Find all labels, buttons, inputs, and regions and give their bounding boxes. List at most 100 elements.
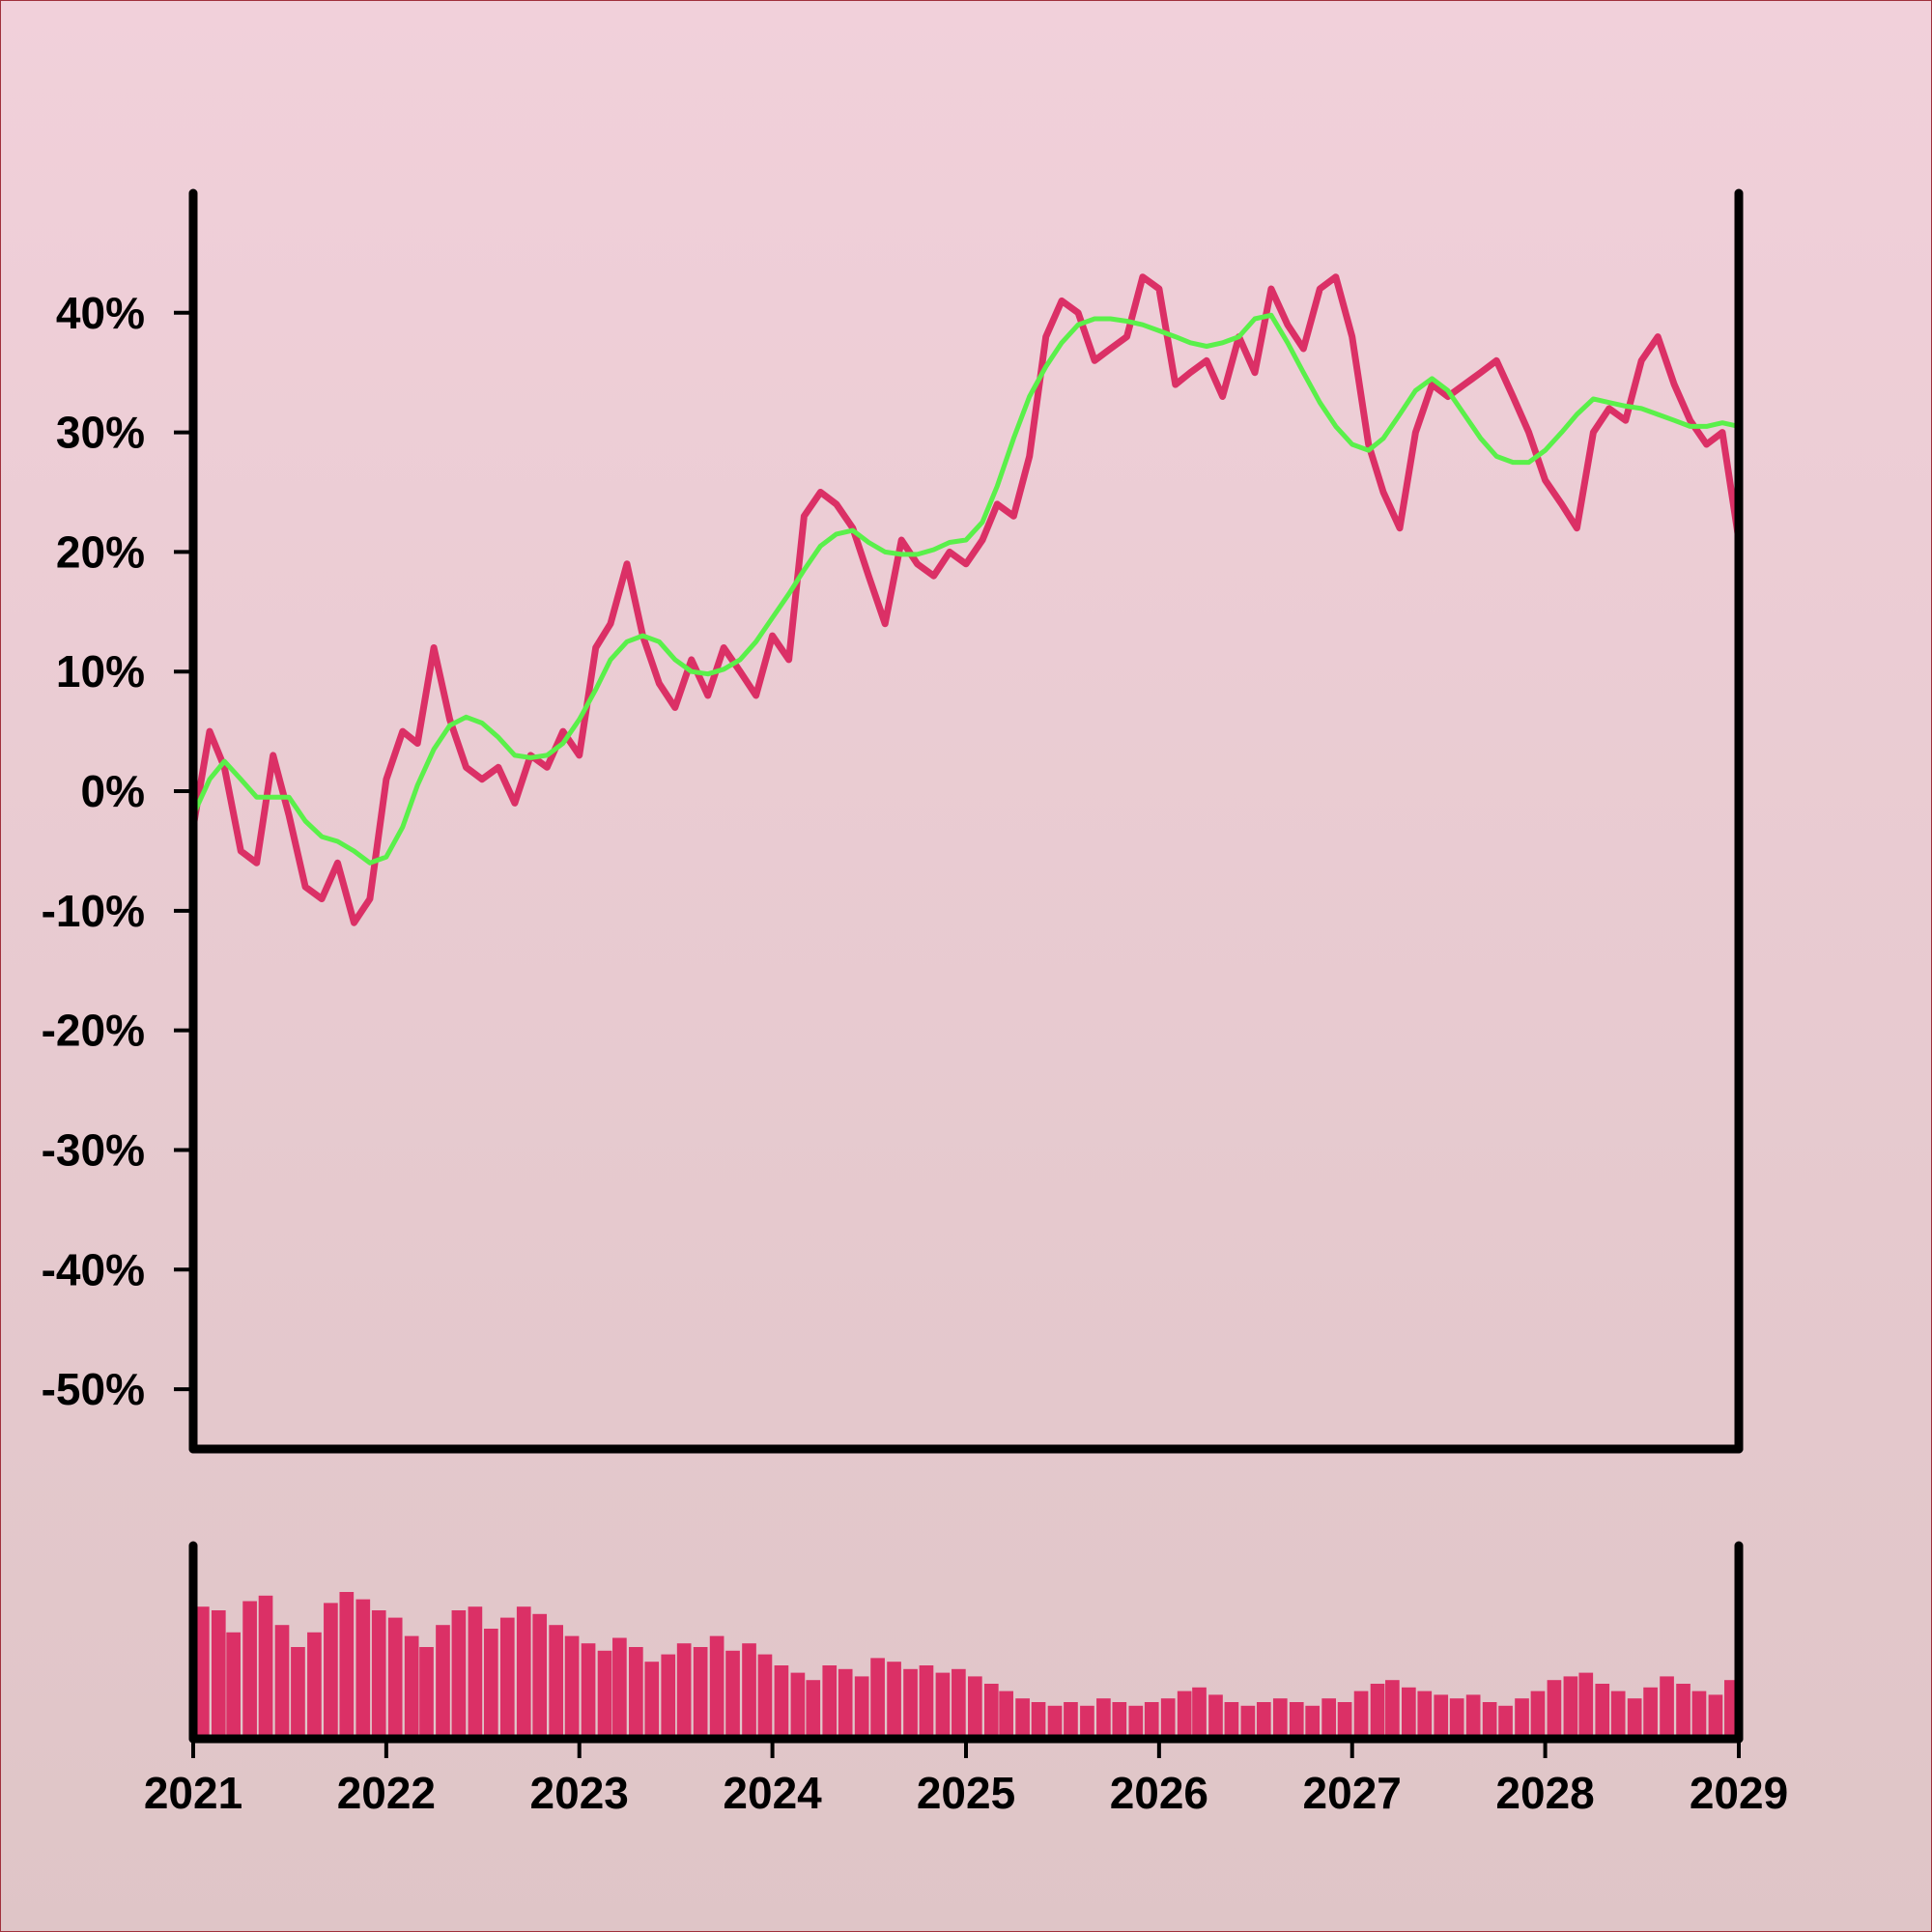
- y-tick-label: 20%: [56, 526, 145, 577]
- volume-bar: [1160, 1698, 1176, 1739]
- x-tick-label: 2027: [1303, 1768, 1402, 1818]
- volume-panel: 2021 2022 2023 2024 2025 2026 2027 2028 2029: [144, 1541, 1788, 1818]
- volume-bar: [483, 1629, 498, 1739]
- volume-bar: [1305, 1705, 1321, 1739]
- volume-bar: [1417, 1690, 1433, 1739]
- volume-bar: [451, 1610, 467, 1739]
- y-tick-label: -30%: [42, 1124, 145, 1175]
- volume-bar: [1080, 1705, 1094, 1739]
- volume-bar: [709, 1635, 724, 1739]
- volume-bar: [806, 1680, 821, 1739]
- y-tick-label: 30%: [56, 408, 145, 458]
- volume-bar: [1660, 1676, 1674, 1739]
- volume-bar: [1691, 1690, 1707, 1739]
- price-line: [189, 273, 1743, 926]
- volume-bar: [854, 1676, 869, 1739]
- volume-bar: [612, 1637, 627, 1739]
- price-panel: -50% -40% -30% -20% -10% 0% 10% 20% 30% 40%: [42, 188, 1744, 1454]
- volume-bar: [371, 1610, 386, 1739]
- x-tick-label: 2025: [917, 1768, 1015, 1818]
- volume-bar: [1321, 1698, 1336, 1739]
- volume-bar: [436, 1625, 450, 1739]
- volume-bar: [211, 1610, 226, 1739]
- volume-bar: [1353, 1690, 1369, 1739]
- volume-bar: [870, 1658, 885, 1739]
- volume-bar: [1256, 1702, 1271, 1739]
- volume-bar: [1096, 1698, 1111, 1739]
- volume-bar: [757, 1654, 773, 1739]
- volume-bar: [564, 1635, 580, 1739]
- volume-bar: [1643, 1687, 1658, 1739]
- volume-bar: [324, 1603, 338, 1739]
- volume-bar: [1064, 1702, 1078, 1739]
- volume-bar: [516, 1606, 531, 1739]
- volume-bar: [468, 1606, 483, 1739]
- volume-bar: [1676, 1684, 1690, 1739]
- volume-bar: [1031, 1702, 1046, 1739]
- volume-bar: [1627, 1698, 1642, 1739]
- volume-bar: [195, 1606, 210, 1739]
- y-tick-label: 0%: [81, 766, 145, 816]
- volume-bar: [1177, 1690, 1192, 1739]
- moving-average-line: [190, 312, 1742, 866]
- volume-bar: [1610, 1690, 1626, 1739]
- y-tick-label: 10%: [56, 646, 145, 696]
- volume-bar: [935, 1672, 951, 1739]
- volume-bar: [549, 1625, 563, 1739]
- volume-bar: [307, 1632, 322, 1739]
- volume-bar: [1337, 1702, 1352, 1739]
- y-tick-label: -10%: [42, 886, 145, 936]
- x-tick-label: 2029: [1690, 1768, 1788, 1818]
- volume-bar: [1240, 1705, 1256, 1739]
- volume-bar: [1289, 1702, 1304, 1739]
- volume-bar: [581, 1643, 596, 1739]
- x-tick-label: 2024: [723, 1768, 822, 1818]
- volume-bar: [887, 1662, 901, 1739]
- x-tick-label: 2028: [1495, 1768, 1594, 1818]
- volume-bar: [355, 1599, 371, 1739]
- volume-bar: [1708, 1694, 1723, 1739]
- volume-bar: [404, 1635, 419, 1739]
- volume-bar: [790, 1672, 806, 1739]
- volume-bar: [1128, 1705, 1144, 1739]
- volume-bar: [1370, 1684, 1385, 1739]
- volume-bar: [999, 1690, 1013, 1739]
- volume-bar: [742, 1643, 756, 1739]
- volume-bar: [693, 1647, 708, 1739]
- volume-bar: [291, 1647, 305, 1739]
- volume-bar: [1530, 1690, 1546, 1739]
- volume-bar: [1498, 1705, 1513, 1739]
- x-tick-label: 2023: [530, 1768, 629, 1818]
- volume-bar: [1595, 1684, 1610, 1739]
- volume-bar: [1482, 1702, 1497, 1739]
- volume-bar: [676, 1643, 692, 1739]
- volume-bar: [258, 1595, 273, 1739]
- volume-bar: [644, 1662, 660, 1739]
- volume-bar: [226, 1632, 241, 1739]
- volume-bar: [661, 1654, 676, 1739]
- y-tick-label: -40%: [42, 1244, 145, 1294]
- y-tick-label: -50%: [42, 1364, 145, 1414]
- volume-bar: [1015, 1698, 1030, 1739]
- volume-bar: [1385, 1680, 1400, 1739]
- x-tick-label: 2026: [1110, 1768, 1208, 1818]
- volume-bar: [1515, 1698, 1529, 1739]
- volume-bar: [1402, 1687, 1416, 1739]
- y-tick-label: -20%: [42, 1006, 145, 1056]
- volume-bar: [983, 1684, 999, 1739]
- volume-bar: [1563, 1676, 1578, 1739]
- volume-bar: [1578, 1672, 1594, 1739]
- volume-bar: [387, 1617, 403, 1739]
- x-tick-label: 2022: [337, 1768, 436, 1818]
- volume-bar: [1449, 1698, 1464, 1739]
- volume-bar: [1192, 1687, 1207, 1739]
- volume-bar: [903, 1668, 918, 1739]
- volume-bar: [838, 1668, 853, 1739]
- volume-bar: [1144, 1702, 1159, 1739]
- volume-bar: [1434, 1694, 1449, 1739]
- volume-bar: [274, 1625, 290, 1739]
- volume-bar: [499, 1617, 515, 1739]
- volume-bar: [419, 1647, 434, 1739]
- x-tick-label: 2021: [144, 1768, 242, 1818]
- y-tick-label: 40%: [56, 288, 145, 338]
